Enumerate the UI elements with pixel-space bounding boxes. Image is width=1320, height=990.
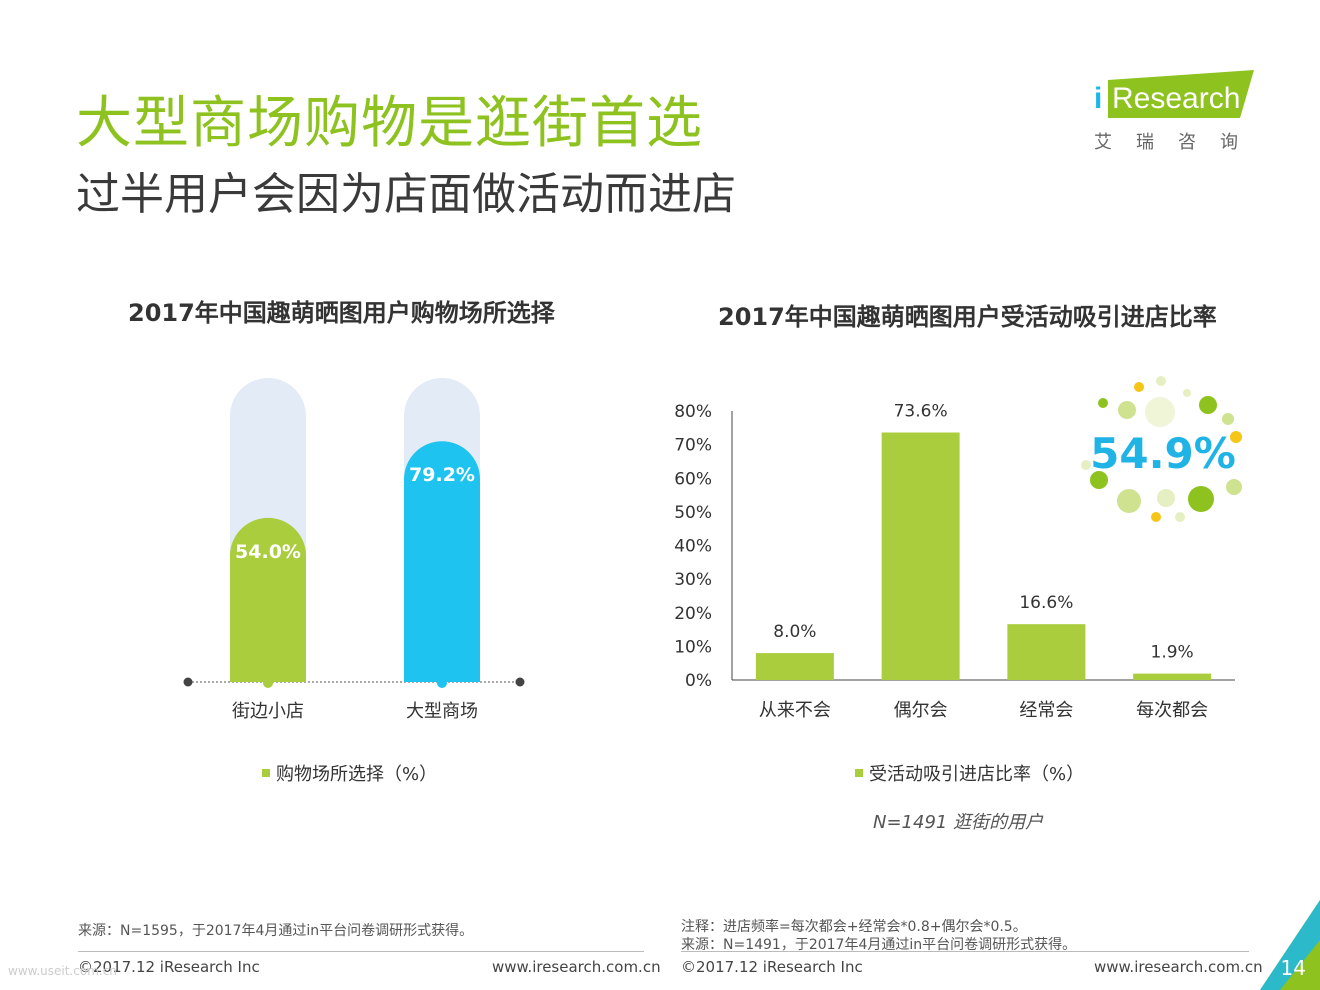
y-tick-label: 80% bbox=[674, 402, 712, 422]
bar-base bbox=[404, 644, 480, 682]
legend-label: 受活动吸引进店比率（%） bbox=[869, 764, 1085, 785]
bubble-dot bbox=[1226, 479, 1242, 495]
highlight-bubbles bbox=[1081, 376, 1242, 522]
left-chart-title: 2017年中国趣萌晒图用户购物场所选择 bbox=[128, 299, 555, 327]
copyright: ©2017.12 iResearch Inc bbox=[78, 958, 260, 976]
left-baseline-end bbox=[515, 677, 525, 687]
y-tick-label: 20% bbox=[674, 604, 712, 624]
right-chart: 0% 10% 20% 30% 40% 50% 60% 70% 80% 8.0% 从来不会 73.6%… bbox=[674, 376, 1242, 721]
footer-divider bbox=[681, 951, 1249, 952]
bubble-dot bbox=[1081, 460, 1091, 470]
page-subtitle: 过半用户会因为店面做活动而进店 bbox=[76, 169, 736, 220]
page-title: 大型商场购物是逛街首选 bbox=[76, 91, 703, 156]
data-label: 16.6% bbox=[1019, 593, 1073, 613]
bubble-dot bbox=[1230, 431, 1242, 443]
x-tick-label: 从来不会 bbox=[759, 700, 831, 721]
watermark: www.useit.com.cn bbox=[8, 964, 117, 978]
logo-badge-icon bbox=[1108, 70, 1254, 118]
bubble-dot bbox=[1222, 413, 1234, 425]
legend-label: 购物场所选择（%） bbox=[276, 764, 438, 785]
bubble-dot bbox=[1145, 397, 1175, 427]
x-tick-label: 经常会 bbox=[1019, 700, 1073, 721]
bar bbox=[881, 432, 960, 680]
data-label: 1.9% bbox=[1151, 643, 1194, 663]
legend-swatch bbox=[262, 769, 270, 777]
right-legend: 受活动吸引进店比率（%） bbox=[855, 760, 1084, 786]
left-baseline-end bbox=[183, 677, 193, 687]
left-chart: 54.0% 79.2% 街边小店 大型商场 bbox=[183, 378, 525, 722]
bar bbox=[1133, 673, 1212, 680]
footer-divider bbox=[78, 951, 644, 952]
y-tick-label: 60% bbox=[674, 469, 712, 489]
bubble-dot bbox=[1098, 398, 1108, 408]
bubble-dot bbox=[1117, 489, 1141, 513]
bar bbox=[404, 441, 480, 682]
data-label: 8.0% bbox=[773, 622, 816, 642]
bubble-dot bbox=[1156, 376, 1166, 386]
iresearch-logo: i Research 艾瑞咨询 bbox=[1090, 70, 1260, 156]
y-tick-label: 50% bbox=[674, 503, 712, 523]
legend-swatch bbox=[855, 769, 863, 777]
bubble-dot bbox=[1199, 396, 1217, 414]
right-note: 注释：进店频率=每次都会+经常会*0.8+偶尔会*0.5。 bbox=[681, 919, 1027, 935]
x-tick-label: 大型商场 bbox=[406, 701, 478, 722]
y-tick-label: 30% bbox=[674, 570, 712, 590]
bar bbox=[1007, 624, 1086, 680]
bar bbox=[230, 517, 306, 682]
bubble-dot bbox=[1175, 512, 1185, 522]
y-tick-label: 0% bbox=[685, 671, 712, 691]
bar-base bbox=[230, 644, 306, 682]
bubble-dot bbox=[1183, 389, 1191, 397]
logo-cn: 艾瑞咨询 bbox=[1094, 132, 1262, 153]
logo-text: Research bbox=[1112, 82, 1241, 115]
bubble-dot bbox=[1188, 486, 1214, 512]
data-label: 54.0% bbox=[235, 541, 301, 563]
page-number: 14 bbox=[1280, 956, 1306, 980]
bubble-dot bbox=[1118, 401, 1136, 419]
data-label: 73.6% bbox=[894, 402, 948, 422]
corner-decoration-icon bbox=[1260, 900, 1320, 990]
left-legend: 购物场所选择（%） bbox=[262, 760, 437, 786]
highlight-value: 54.9% bbox=[1090, 429, 1236, 478]
sample-note: N=1491 逛街的用户 bbox=[873, 812, 1044, 833]
x-tick-label: 偶尔会 bbox=[894, 700, 948, 721]
y-tick-label: 10% bbox=[674, 637, 712, 657]
bar bbox=[755, 653, 834, 680]
logo-i: i bbox=[1094, 82, 1103, 115]
bubble-dot bbox=[1157, 489, 1175, 507]
copyright: ©2017.12 iResearch Inc bbox=[681, 958, 863, 976]
right-chart-title: 2017年中国趣萌晒图用户受活动吸引进店比率 bbox=[718, 303, 1217, 331]
right-source: 来源：N=1491，于2017年4月通过in平台问卷调研形式获得。 bbox=[681, 937, 1077, 953]
bar-anchor-dot bbox=[437, 678, 447, 688]
bar-anchor-dot bbox=[263, 678, 273, 688]
y-tick-label: 70% bbox=[674, 436, 712, 456]
bubble-dot bbox=[1090, 471, 1108, 489]
data-label: 79.2% bbox=[409, 464, 475, 486]
bubble-dot bbox=[1151, 512, 1161, 522]
website-link[interactable]: www.iresearch.com.cn bbox=[1094, 958, 1263, 976]
y-tick-label: 40% bbox=[674, 537, 712, 557]
x-tick-label: 每次都会 bbox=[1136, 700, 1208, 721]
website-link[interactable]: www.iresearch.com.cn bbox=[492, 958, 661, 976]
left-source: 来源：N=1595，于2017年4月通过in平台问卷调研形式获得。 bbox=[78, 923, 474, 939]
x-tick-label: 街边小店 bbox=[232, 701, 304, 722]
bubble-dot bbox=[1134, 382, 1144, 392]
